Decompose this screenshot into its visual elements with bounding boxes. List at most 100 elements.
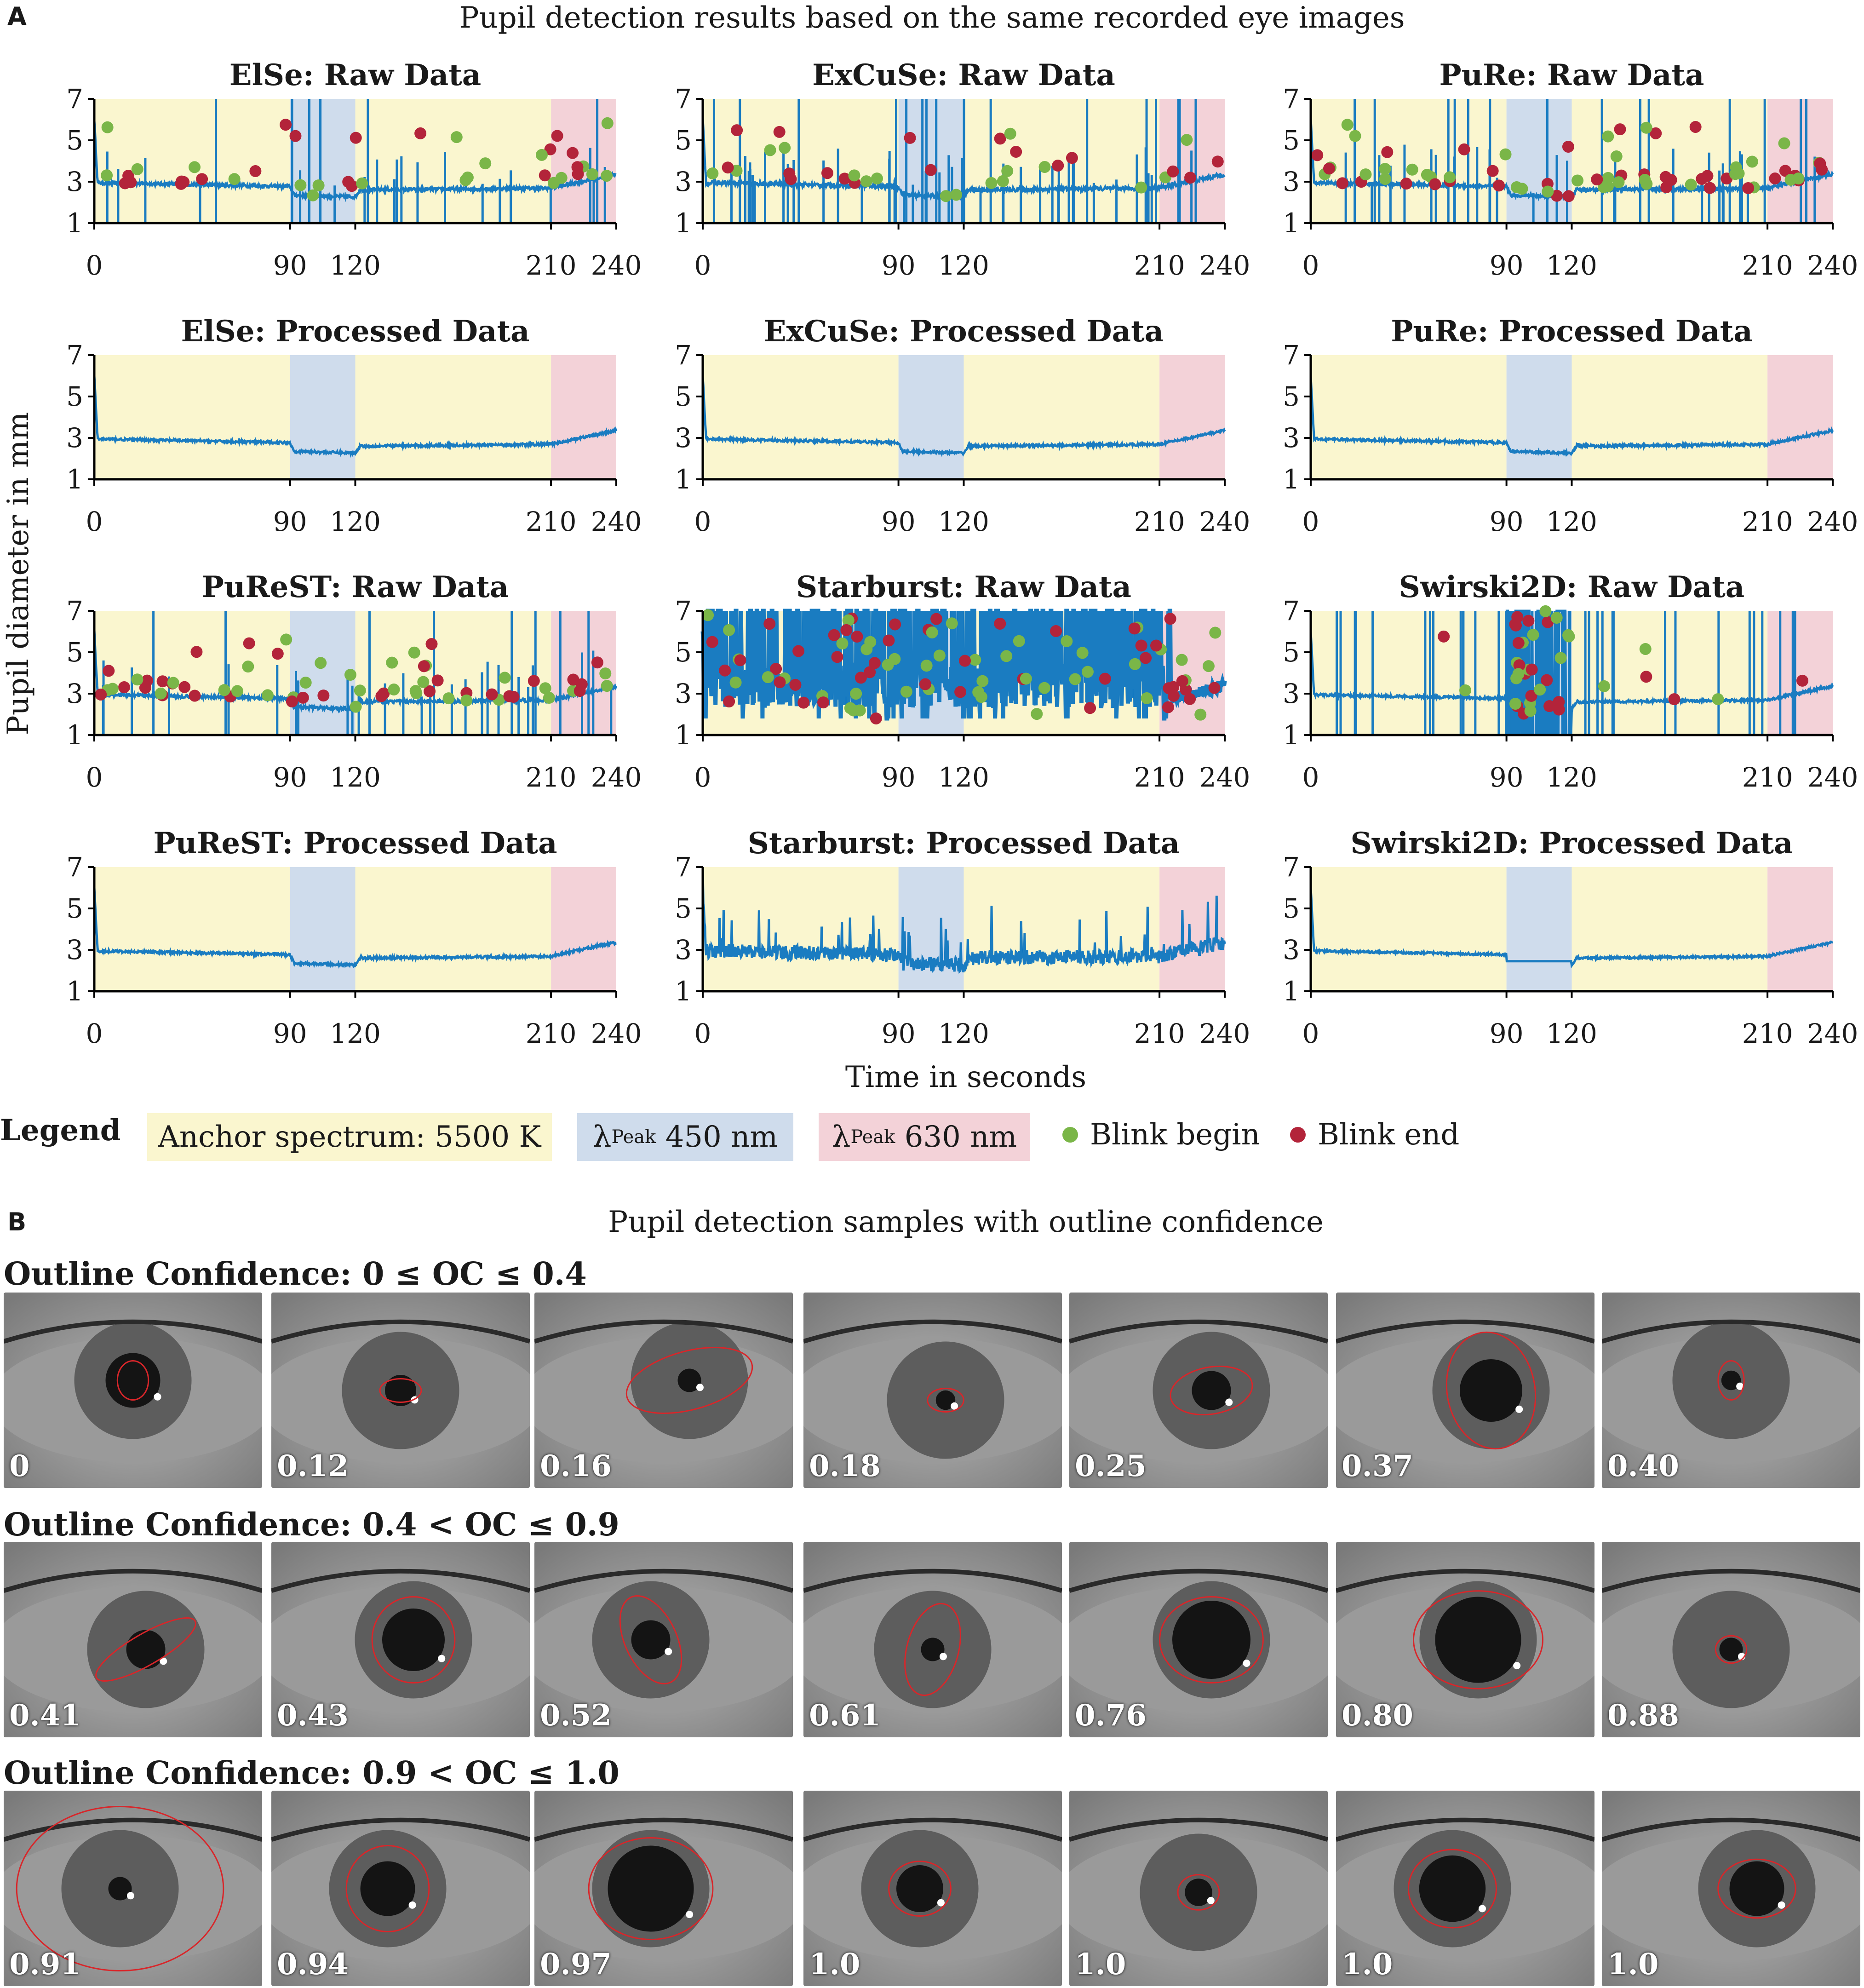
x-tick-label: 240 — [591, 250, 642, 281]
region-band — [290, 867, 356, 991]
blink-marker — [1140, 652, 1152, 664]
region-band — [703, 867, 899, 991]
blink-marker — [591, 656, 603, 669]
blink-marker — [231, 685, 243, 697]
blink-marker — [871, 172, 883, 185]
region-band — [1311, 99, 1507, 223]
x-tick-label: 120 — [1546, 1018, 1597, 1049]
blink-marker — [354, 684, 366, 697]
blink-marker — [156, 675, 169, 688]
blink-marker — [280, 119, 292, 131]
blink-marker — [1742, 182, 1755, 194]
blink-marker — [770, 663, 782, 675]
blink-marker — [831, 651, 843, 663]
blink-marker — [131, 163, 143, 175]
series-line — [701, 377, 1226, 457]
blink-marker — [1562, 190, 1575, 202]
y-tick-label: 3 — [66, 678, 83, 709]
blink-marker — [567, 673, 579, 686]
y-tick-label: 7 — [1283, 595, 1300, 626]
x-tick-label: 210 — [526, 1018, 577, 1049]
chart-7: PuReST: Raw Data 1 3 5 7 0 90 120 210 240 — [66, 570, 642, 793]
blink-marker — [1208, 682, 1221, 694]
blink-marker — [1712, 693, 1724, 706]
blink-marker — [486, 688, 498, 701]
blink-marker — [959, 655, 971, 667]
blink-marker — [789, 678, 802, 691]
eye-sample-tile: 0.12 — [271, 1293, 530, 1488]
blink-marker — [243, 637, 255, 649]
x-tick-label: 120 — [938, 506, 989, 537]
confidence-value: 1.0 — [1075, 1947, 1126, 1982]
chart-1: ElSe: Raw Data 1 3 5 7 0 90 120 210 240 — [66, 58, 642, 281]
blink-marker — [155, 687, 167, 700]
confidence-value: 0.91 — [9, 1947, 81, 1982]
blink-marker — [1525, 689, 1537, 702]
y-tick-label: 3 — [1283, 678, 1300, 709]
x-tick-label: 0 — [86, 1018, 103, 1049]
eye-sample-tile: 0.76 — [1069, 1542, 1328, 1737]
blink-marker — [792, 645, 805, 657]
region-band — [1311, 867, 1507, 991]
blink-marker — [954, 686, 967, 698]
blink-marker — [1458, 143, 1470, 155]
blink-marker — [342, 176, 355, 188]
eye-sample-tile: 0.40 — [1602, 1293, 1860, 1488]
blink-marker — [1640, 121, 1652, 134]
y-tick-label: 1 — [1283, 464, 1300, 495]
legend-blink-end: Blink end — [1290, 1118, 1459, 1152]
region-band — [964, 355, 1160, 479]
series-line — [1309, 609, 1834, 736]
blink-marker — [850, 688, 862, 700]
x-tick-label: 120 — [1546, 762, 1597, 793]
y-tick-label: 5 — [1283, 893, 1300, 924]
blink-marker — [1499, 148, 1512, 161]
region-band — [94, 355, 290, 479]
confidence-value: 1.0 — [809, 1947, 860, 1982]
blink-marker — [1769, 172, 1781, 185]
eye-sample-tile: 0.41 — [4, 1542, 262, 1737]
region-band — [355, 867, 551, 991]
eye-image — [271, 1791, 530, 1986]
blink-marker — [1379, 173, 1391, 185]
region-band — [1506, 867, 1572, 991]
blink-marker — [344, 669, 356, 681]
blink-marker — [196, 173, 208, 185]
x-tick-label: 240 — [1199, 506, 1250, 537]
blink-marker — [1162, 701, 1175, 713]
blink-marker — [976, 675, 989, 687]
blink-marker — [106, 683, 119, 695]
x-tick-label: 210 — [526, 762, 577, 793]
blink-marker — [763, 618, 776, 630]
x-tick-label: 210 — [1134, 1018, 1185, 1049]
panel-a-letter: A — [7, 2, 27, 31]
confidence-value: 0.97 — [540, 1947, 612, 1982]
x-tick-label: 210 — [1134, 762, 1185, 793]
eye-sample-tile: 1.0 — [1602, 1791, 1860, 1986]
blink-marker — [103, 665, 115, 677]
blink-marker — [1038, 161, 1051, 173]
blink-marker — [599, 667, 612, 680]
x-tick-label: 120 — [330, 250, 381, 281]
y-tick-label: 5 — [66, 125, 83, 156]
blink-marker — [567, 147, 579, 159]
region-band — [1571, 867, 1768, 991]
blink-marker — [1522, 615, 1535, 627]
eye-sample-tile: 0.37 — [1336, 1293, 1594, 1488]
blink-marker — [1510, 181, 1523, 193]
blink-marker — [1526, 663, 1538, 676]
y-tick-label: 1 — [675, 207, 692, 239]
y-tick-label: 5 — [675, 125, 692, 156]
blink-marker — [1176, 654, 1188, 666]
blink-marker — [543, 692, 555, 704]
x-tick-label: 0 — [86, 762, 103, 793]
blink-marker — [702, 609, 714, 621]
eye-image — [4, 1542, 262, 1737]
blink-marker — [994, 132, 1006, 145]
group-title: Outline Confidence: 0 ≤ OC ≤ 0.4 — [4, 1256, 587, 1293]
y-tick-label: 7 — [675, 851, 692, 883]
x-tick-label: 120 — [330, 506, 381, 537]
y-tick-label: 1 — [675, 464, 692, 495]
eye-image — [1336, 1791, 1594, 1986]
y-tick-label: 3 — [675, 678, 692, 709]
